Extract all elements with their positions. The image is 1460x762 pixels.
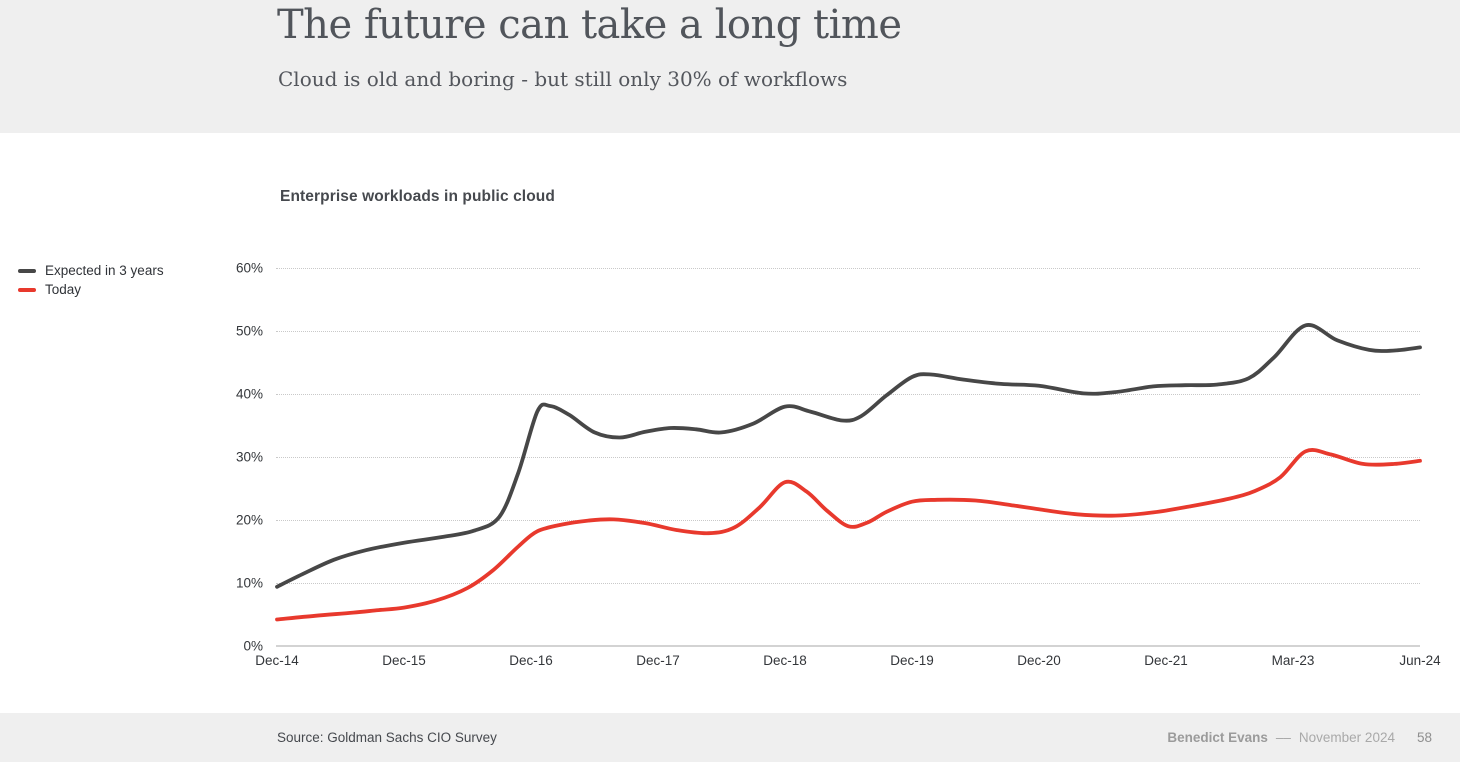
x-axis-label: Jun-24: [1399, 653, 1441, 668]
x-axis-label: Dec-16: [509, 653, 553, 668]
gridline: [276, 394, 1420, 395]
chart-title: Enterprise workloads in public cloud: [280, 188, 555, 205]
y-axis-label: 20%: [235, 512, 263, 528]
legend-swatch-today: [18, 287, 36, 292]
y-axis-label: 30%: [235, 449, 263, 465]
gridline: [276, 457, 1420, 458]
x-axis-label: Dec-20: [1017, 653, 1061, 668]
y-axis-label: 50%: [235, 323, 263, 339]
footer-date: November 2024: [1298, 730, 1395, 745]
slide-header: The future can take a long time Cloud is…: [0, 0, 1460, 133]
legend-swatch-expected: [18, 268, 36, 273]
y-axis-label: 10%: [235, 575, 263, 591]
x-axis-label: Dec-19: [890, 653, 934, 668]
source-note: Source: Goldman Sachs CIO Survey: [277, 730, 497, 745]
chart-legend: Expected in 3 years Today: [18, 261, 164, 299]
x-axis-line: [276, 645, 1420, 647]
y-axis-label: 60%: [235, 260, 263, 276]
x-axis-label: Dec-18: [763, 653, 807, 668]
footer-separator: ––: [1275, 730, 1291, 745]
page-number: 58: [1416, 730, 1432, 745]
legend-item-today: Today: [18, 280, 164, 299]
slide-title: The future can take a long time: [277, 2, 902, 48]
x-axis-label: Dec-14: [255, 653, 299, 668]
gridline: [276, 268, 1420, 269]
x-axis-label: Dec-21: [1144, 653, 1188, 668]
series-line-expected: [275, 323, 1422, 589]
legend-label-expected: Expected in 3 years: [45, 263, 164, 278]
footer-credits: Benedict Evans –– November 2024 58: [1167, 730, 1432, 745]
gridline: [276, 520, 1420, 521]
y-axis-label: 40%: [235, 386, 263, 402]
x-axis-label: Dec-17: [636, 653, 680, 668]
y-axis-label: 0%: [243, 638, 263, 654]
x-axis-label: Dec-15: [382, 653, 426, 668]
x-axis-label: Mar-23: [1271, 653, 1315, 668]
slide-footer: Source: Goldman Sachs CIO Survey Benedic…: [0, 713, 1460, 762]
author-name: Benedict Evans: [1167, 730, 1268, 745]
series-line-today: [275, 448, 1422, 622]
gridline: [276, 331, 1420, 332]
legend-label-today: Today: [45, 282, 82, 297]
legend-item-expected: Expected in 3 years: [18, 261, 164, 280]
gridline: [276, 583, 1420, 584]
slide-subtitle: Cloud is old and boring - but still only…: [278, 67, 848, 91]
